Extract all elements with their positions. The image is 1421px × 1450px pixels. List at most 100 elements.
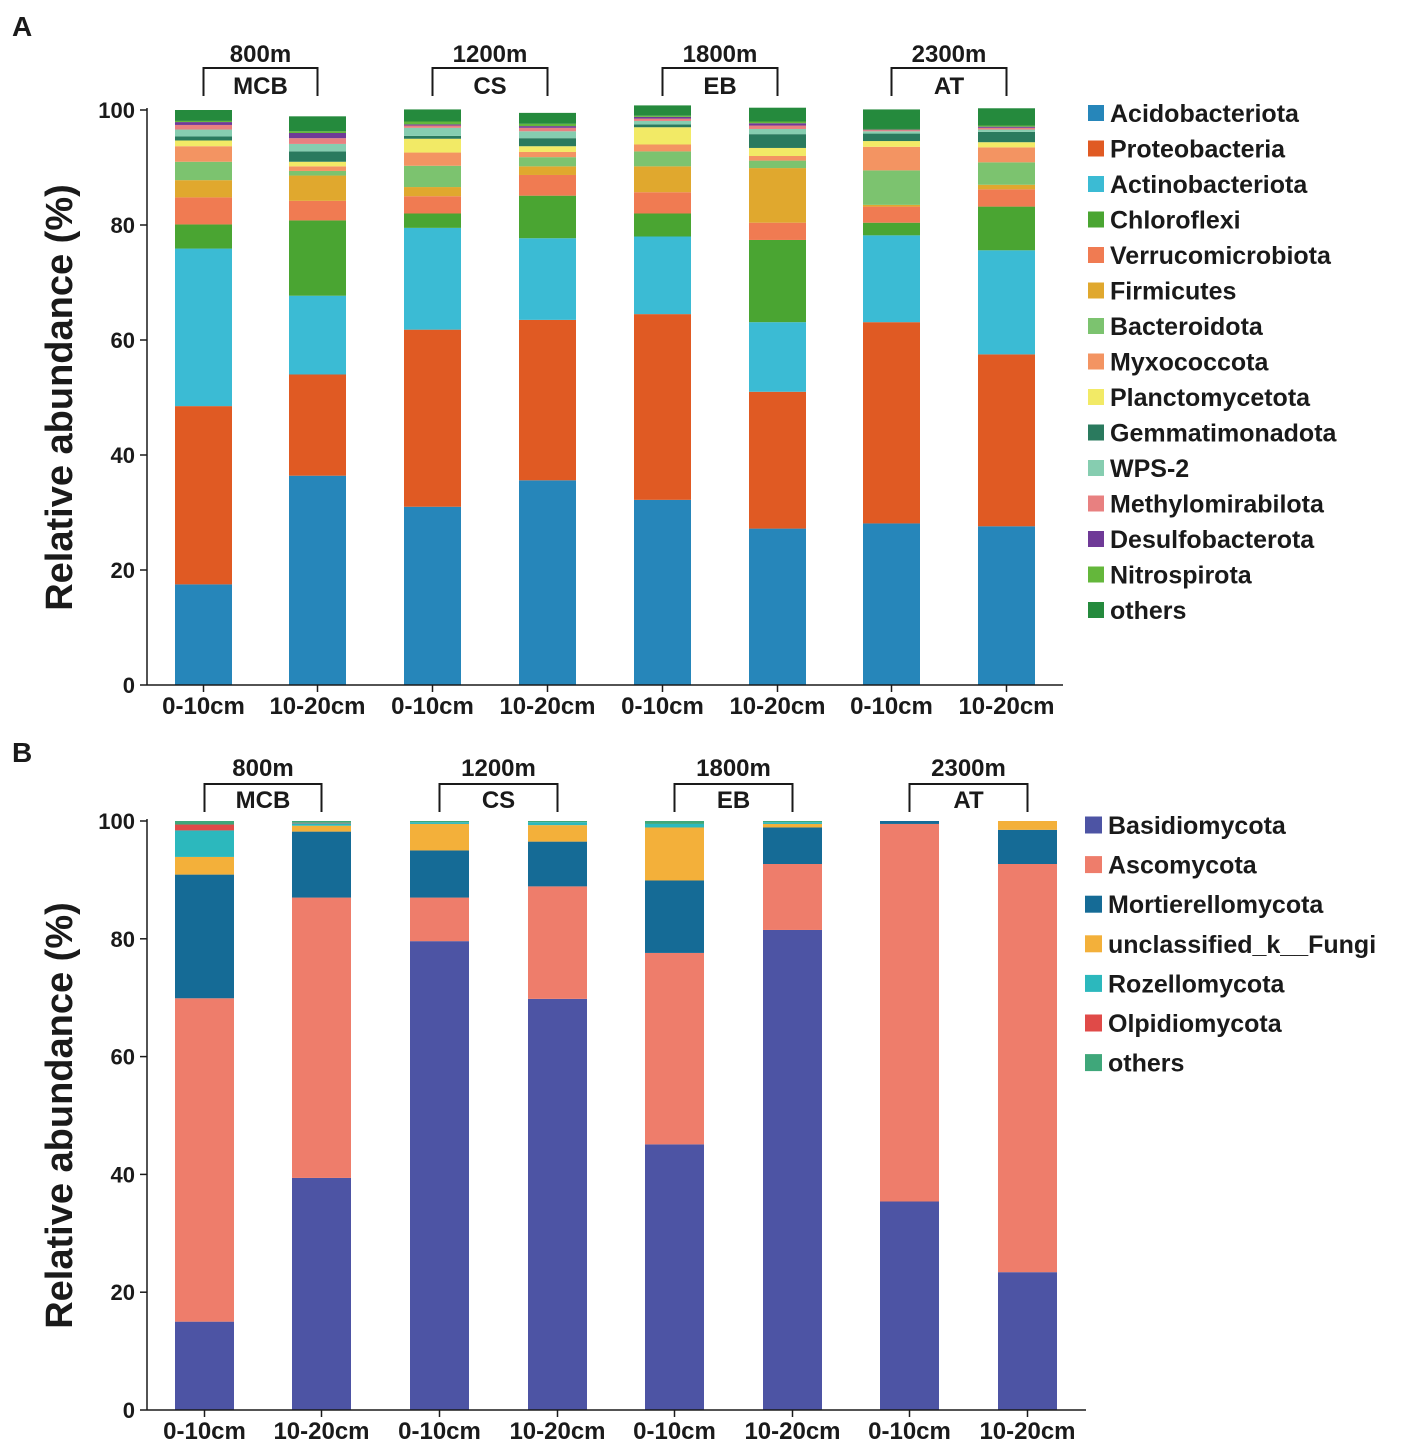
panel-a-x-tick-label-7: 0-10cm (850, 693, 933, 720)
panel-a-bar-segment-wps-2-4 (519, 131, 576, 139)
panel-a-bar-segment-firmicutes-5 (634, 166, 691, 193)
panel-a-legend-label-firmicutes: Firmicutes (1110, 278, 1236, 306)
panel-a-bar-segment-actinobacteriota-1 (175, 248, 232, 407)
panel-b-bar-segment-unclassified-k-fungi-2 (292, 825, 351, 832)
panel-a-legend-swatch-proteobacteria (1088, 140, 1104, 157)
panel-a-bar-segment-gemmatimonadota-4 (519, 138, 576, 147)
panel-b-bar-segment-basidiomycota-5 (645, 1144, 704, 1410)
panel-b-bar-segment-ascomycota-5 (645, 952, 704, 1145)
panel-a-bar-segment-gemmatimonadota-8 (978, 131, 1035, 143)
panel-b-bar-segment-olpidiomycota-2 (292, 822, 351, 824)
panel-a-bar-segment-desulfobacterota-5 (634, 116, 691, 119)
panel-b-bar-segment-basidiomycota-4 (528, 998, 587, 1410)
panel-a-bar-segment-firmicutes-2 (289, 175, 346, 201)
panel-a-bar-segment-desulfobacterota-2 (289, 133, 346, 139)
panel-b-legend-label-rozellomycota: Rozellomycota (1108, 970, 1286, 998)
panel-a-legend-swatch-acidobacteriota (1088, 105, 1104, 121)
panel-b-legend-label-unclassified-k-fungi: unclassified_k__Fungi (1108, 931, 1376, 959)
panel-a-legend-label-wps-2: WPS-2 (1110, 455, 1189, 483)
panel-a-bar-segment-bacteroidota-8 (978, 162, 1035, 185)
panel-a-legend: Acidobacteriota Proteobacteria Actinobacte… (1088, 100, 1338, 625)
panel-a-bar-segment-verrucomicrobiota-2 (289, 200, 346, 221)
panel-b-group-site-label-2: CS (482, 787, 515, 814)
panel-a-bar-segment-methylomirabilota-1 (175, 124, 232, 130)
panel-a-legend-label-planctomycetota: Planctomycetota (1110, 384, 1311, 412)
panel-a-bar-segment-methylomirabilota-6 (749, 125, 806, 129)
panel-a-y-tick-label-20: 20 (111, 558, 135, 583)
panel-b-bar-segment-basidiomycota-3 (410, 941, 469, 1410)
panel-b-bar-segment-ascomycota-7 (880, 823, 939, 1202)
panel-a-bar-segment-proteobacteria-1 (175, 406, 232, 585)
panel-a-legend-swatch-planctomycetota (1088, 389, 1104, 405)
panel-b-bar-segment-unclassified-k-fungi-1 (175, 856, 234, 875)
panel-a-bar-segment-proteobacteria-7 (863, 322, 920, 524)
panel-a-bar-segment-bacteroidota-2 (289, 170, 346, 176)
panel-b-legend-label-mortierellomycota: Mortierellomycota (1108, 891, 1324, 919)
panel-a-bar-segment-myxococcota-2 (289, 166, 346, 171)
panel-b-bar-segment-others-1 (175, 821, 234, 825)
panel-a-bar-segment-actinobacteriota-8 (978, 250, 1035, 355)
panel-a-legend-swatch-gemmatimonadota (1088, 424, 1104, 441)
panel-b-bar-segment-ascomycota-3 (410, 897, 469, 942)
panel-a-bar-segment-verrucomicrobiota-4 (519, 174, 576, 196)
panel-a-bar-segment-myxococcota-7 (863, 146, 920, 171)
panel-b-x-tick-label-1: 0-10cm (163, 1418, 246, 1445)
panel-a-group-site-label-2: CS (473, 73, 506, 100)
panel-b-bar-segment-basidiomycota-6 (763, 929, 822, 1410)
panel-b-group-site-label-4: AT (953, 787, 984, 814)
panel-b-bar-segment-unclassified-k-fungi-3 (410, 823, 469, 851)
panel-a-legend-label-chloroflexi: Chloroflexi (1110, 207, 1241, 235)
panel-a-bar-segment-wps-2-2 (289, 143, 346, 152)
panel-b-group-bracket-4 (908, 783, 1029, 812)
panel-a-group-elevation-label-1: 800m (230, 41, 291, 68)
panel-a-group-bracket-2 (431, 67, 549, 96)
panel-b-bar-segment-mortierellomycota-4 (528, 841, 587, 887)
panel-a-group-site-label-4: AT (934, 73, 965, 100)
panel-b-bar-segment-unclassified-k-fungi-6 (763, 823, 822, 828)
panel-b-bar-segment-others-4 (528, 821, 587, 823)
panel-b-bar-segment-unclassified-k-fungi-4 (528, 825, 587, 842)
panel-b-bar-segment-rozellomycota-6 (763, 822, 822, 824)
panel-a-bar-segment-methylomirabilota-4 (519, 127, 576, 132)
panel-a-legend-swatch-actinobacteriota (1088, 176, 1104, 192)
panel-a-bar-segment-desulfobacterota-3 (404, 124, 461, 126)
panel-b-legend-label-ascomycota: Ascomycota (1108, 852, 1258, 880)
panel-b-legend-swatch-basidiomycota (1085, 816, 1102, 834)
panel-a-bar-segment-chloroflexi-1 (175, 224, 232, 249)
panel-b-bar-segment-mortierellomycota-3 (410, 850, 469, 898)
panel-a-bar-segment-nitrospirota-3 (404, 121, 461, 125)
panel-a-bar-segment-firmicutes-1 (175, 180, 232, 198)
panel-a-bar-segment-verrucomicrobiota-8 (978, 189, 1035, 207)
panel-a-bar-segment-firmicutes-3 (404, 187, 461, 197)
panel-a-bar-segment-bacteroidota-5 (634, 151, 691, 167)
panel-a-legend-label-acidobacteriota: Acidobacteriota (1110, 100, 1300, 128)
panel-a-legend-swatch-verrucomicrobiota (1088, 247, 1104, 263)
panel-b-bar-segment-mortierellomycota-7 (880, 821, 939, 824)
panel-a-bar-segment-actinobacteriota-5 (634, 236, 691, 315)
panel-b-bar-segment-ascomycota-6 (763, 863, 822, 930)
panel-a-bar-segment-bacteroidota-7 (863, 170, 920, 205)
panel-a-bar-segment-wps-2-3 (404, 127, 461, 136)
panel-b-bar-segment-others-3 (410, 821, 469, 823)
panel-a-bar-segment-wps-2-6 (749, 128, 806, 135)
panel-b-group-elevation-label-2: 1200m (461, 755, 536, 782)
panel-b-group-bracket-2 (438, 783, 559, 812)
panel-b-bar-segment-basidiomycota-2 (292, 1177, 351, 1410)
panel-a-bar-segment-others-2 (289, 116, 346, 132)
panel-b-bar-segment-mortierellomycota-2 (292, 831, 351, 898)
panel-b-x-tick-label-8: 10-20cm (979, 1418, 1075, 1445)
panel-b-bar-segment-rozellomycota-4 (528, 822, 587, 826)
panel-a-y-axis-label: Relative abundance (%) (39, 184, 81, 611)
panel-a-bar-segment-desulfobacterota-6 (749, 123, 806, 126)
panel-a-bar-segment-desulfobacterota-7 (863, 129, 920, 131)
panel-b-y-tick-label-0: 0 (123, 1398, 135, 1423)
panel-b-bar-segment-mortierellomycota-8 (998, 829, 1057, 864)
panel-a-bar-segment-wps-2-7 (863, 131, 920, 134)
panel-a-bar-segment-myxococcota-4 (519, 151, 576, 158)
panel-letter-b: B (12, 737, 32, 768)
panel-letter-a: A (12, 11, 32, 42)
panel-b-bar-segment-basidiomycota-7 (880, 1201, 939, 1410)
panel-a-legend-label-proteobacteria: Proteobacteria (1110, 136, 1286, 164)
panel-b-y-tick-label-40: 40 (111, 1162, 135, 1187)
panel-a-bar-segment-wps-2-5 (634, 120, 691, 125)
